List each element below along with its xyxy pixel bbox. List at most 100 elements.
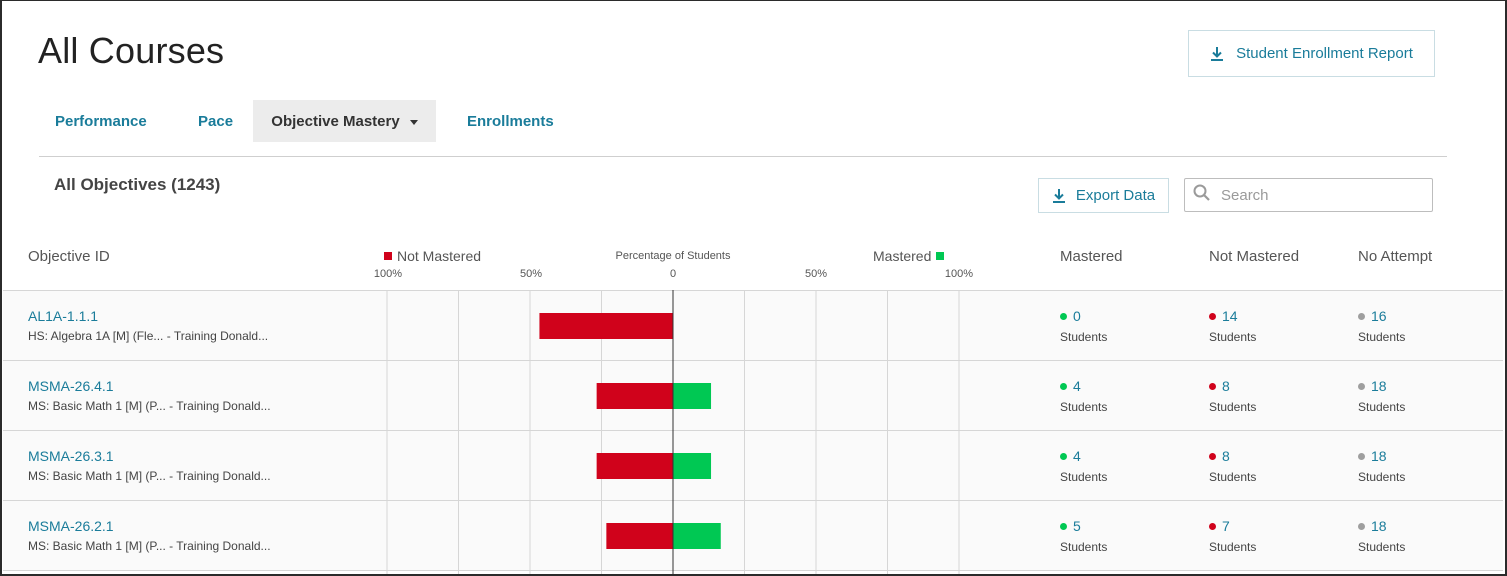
tab-enrollments[interactable]: Enrollments [467, 112, 554, 130]
mastered-count[interactable]: 5 Students [1060, 518, 1107, 554]
export-data-label: Export Data [1075, 187, 1156, 204]
col-objective-id[interactable]: Objective ID [28, 248, 110, 265]
not-mastered-value: 8 [1222, 448, 1230, 464]
legend-not-mastered: Not Mastered [384, 248, 481, 264]
status-dot-icon [1209, 312, 1216, 320]
no-attempt-count[interactable]: 18 Students [1358, 518, 1405, 554]
col-mastered[interactable]: Mastered [1060, 248, 1123, 265]
objective-id-link[interactable]: AL1A-1.1.1 [28, 308, 99, 324]
objective-id-link[interactable]: MSMA-26.4.1 [28, 378, 114, 394]
objective-description: MS: Basic Math 1 [M] (P... - Training Do… [28, 539, 271, 553]
students-label: Students [1358, 400, 1406, 414]
section-title: All Objectives (1243) [54, 175, 221, 194]
tab-pace[interactable]: Pace [198, 112, 234, 130]
mastery-chart [386, 290, 960, 574]
status-dot-icon [1060, 452, 1067, 460]
students-label: Students [1209, 540, 1257, 554]
axis-tick-label: 50% [804, 268, 828, 280]
tab-objective-mastery-label: Objective Mastery [271, 112, 400, 130]
caret-down-icon [409, 119, 418, 125]
no-attempt-value: 16 [1371, 308, 1387, 324]
mastered-value: 5 [1073, 518, 1081, 534]
students-label: Students [1358, 540, 1406, 554]
search-box[interactable] [1184, 178, 1433, 212]
table-row: MSMA-26.3.1 MS: Basic Math 1 [M] (P... - … [3, 431, 1503, 501]
students-label: Students [1358, 470, 1406, 484]
bar-not-mastered[interactable] [606, 523, 673, 549]
students-label: Students [1060, 400, 1108, 414]
bar-not-mastered[interactable] [596, 383, 673, 409]
status-dot-icon [1060, 382, 1067, 390]
no-attempt-count[interactable]: 18 Students [1358, 378, 1405, 414]
export-data-button[interactable]: Export Data [1038, 178, 1169, 213]
not-mastered-count[interactable]: 8 Students [1209, 378, 1256, 414]
legend-not-mastered-label: Not Mastered [397, 248, 482, 264]
legend-swatch-mastered [936, 252, 945, 260]
table-row: AL1A-1.1.1 HS: Algebra 1A [M] (Fle... - T… [3, 291, 1503, 361]
student-enrollment-report-button[interactable]: Student Enrollment Report [1188, 30, 1435, 77]
bar-mastered[interactable] [673, 453, 712, 479]
axis-tick-label: 100% [373, 268, 403, 280]
students-label: Students [1060, 330, 1108, 344]
mastered-value: 4 [1073, 378, 1081, 394]
students-label: Students [1060, 470, 1108, 484]
status-dot-icon [1209, 382, 1216, 390]
axis-tick-label: 0 [669, 268, 677, 280]
bar-not-mastered[interactable] [539, 313, 673, 339]
no-attempt-count[interactable]: 18 Students [1358, 448, 1405, 484]
students-label: Students [1209, 330, 1257, 344]
students-label: Students [1209, 400, 1257, 414]
mastered-count[interactable]: 0 Students [1060, 308, 1107, 344]
no-attempt-value: 18 [1371, 378, 1387, 394]
not-mastered-count[interactable]: 14 Students [1209, 308, 1256, 344]
not-mastered-count[interactable]: 8 Students [1209, 448, 1256, 484]
objective-id-link[interactable]: MSMA-26.3.1 [28, 448, 114, 464]
table-row: MSMA-26.2.1 MS: Basic Math 1 [M] (P... - … [3, 501, 1503, 571]
students-label: Students [1209, 470, 1257, 484]
not-mastered-value: 8 [1222, 378, 1230, 394]
legend-mastered: Mastered [873, 248, 945, 264]
no-attempt-value: 18 [1371, 518, 1387, 534]
col-no-attempt[interactable]: No Attempt [1358, 248, 1433, 265]
not-mastered-count[interactable]: 7 Students [1209, 518, 1256, 554]
not-mastered-value: 7 [1222, 518, 1230, 534]
col-not-mastered[interactable]: Not Mastered [1209, 248, 1300, 265]
table-body: AL1A-1.1.1 HS: Algebra 1A [M] (Fle... - T… [3, 290, 1503, 574]
mastered-count[interactable]: 4 Students [1060, 378, 1107, 414]
status-dot-icon [1209, 522, 1216, 530]
legend-swatch-not-mastered [384, 252, 392, 260]
objective-description: MS: Basic Math 1 [M] (P... - Training Do… [28, 399, 271, 413]
mastered-count[interactable]: 4 Students [1060, 448, 1107, 484]
bar-not-mastered[interactable] [596, 453, 673, 479]
students-label: Students [1358, 330, 1406, 344]
table-row: MSMA-26.4.1 MS: Basic Math 1 [M] (P... - … [3, 361, 1503, 431]
objective-description: MS: Basic Math 1 [M] (P... - Training Do… [28, 469, 271, 483]
mastered-value: 0 [1073, 308, 1081, 324]
table-header: Objective ID Not Mastered Percentage of … [3, 228, 1503, 290]
status-dot-icon [1358, 382, 1365, 390]
mastered-value: 4 [1073, 448, 1081, 464]
bar-mastered[interactable] [673, 523, 721, 549]
axis-tick-label: 100% [944, 268, 974, 280]
chart-title: Percentage of Students [615, 250, 731, 262]
search-input[interactable] [1221, 186, 1421, 204]
no-attempt-value: 18 [1371, 448, 1387, 464]
status-dot-icon [1060, 312, 1067, 320]
status-dot-icon [1358, 452, 1365, 460]
student-enrollment-report-label: Student Enrollment Report [1236, 45, 1413, 62]
bar-mastered[interactable] [673, 383, 712, 409]
tab-objective-mastery[interactable]: Objective Mastery [253, 100, 436, 142]
not-mastered-value: 14 [1222, 308, 1238, 324]
students-label: Students [1060, 540, 1108, 554]
search-icon [1193, 184, 1211, 207]
download-icon [1052, 188, 1066, 204]
tab-bar: Performance Pace Objective Mastery Enrol… [39, 100, 570, 142]
tabs-divider [39, 156, 1447, 157]
tab-performance[interactable]: Performance [55, 112, 147, 130]
objective-id-link[interactable]: MSMA-26.2.1 [28, 518, 114, 534]
page-title: All Courses [38, 30, 225, 71]
download-icon [1210, 46, 1224, 62]
no-attempt-count[interactable]: 16 Students [1358, 308, 1405, 344]
status-dot-icon [1209, 452, 1216, 460]
